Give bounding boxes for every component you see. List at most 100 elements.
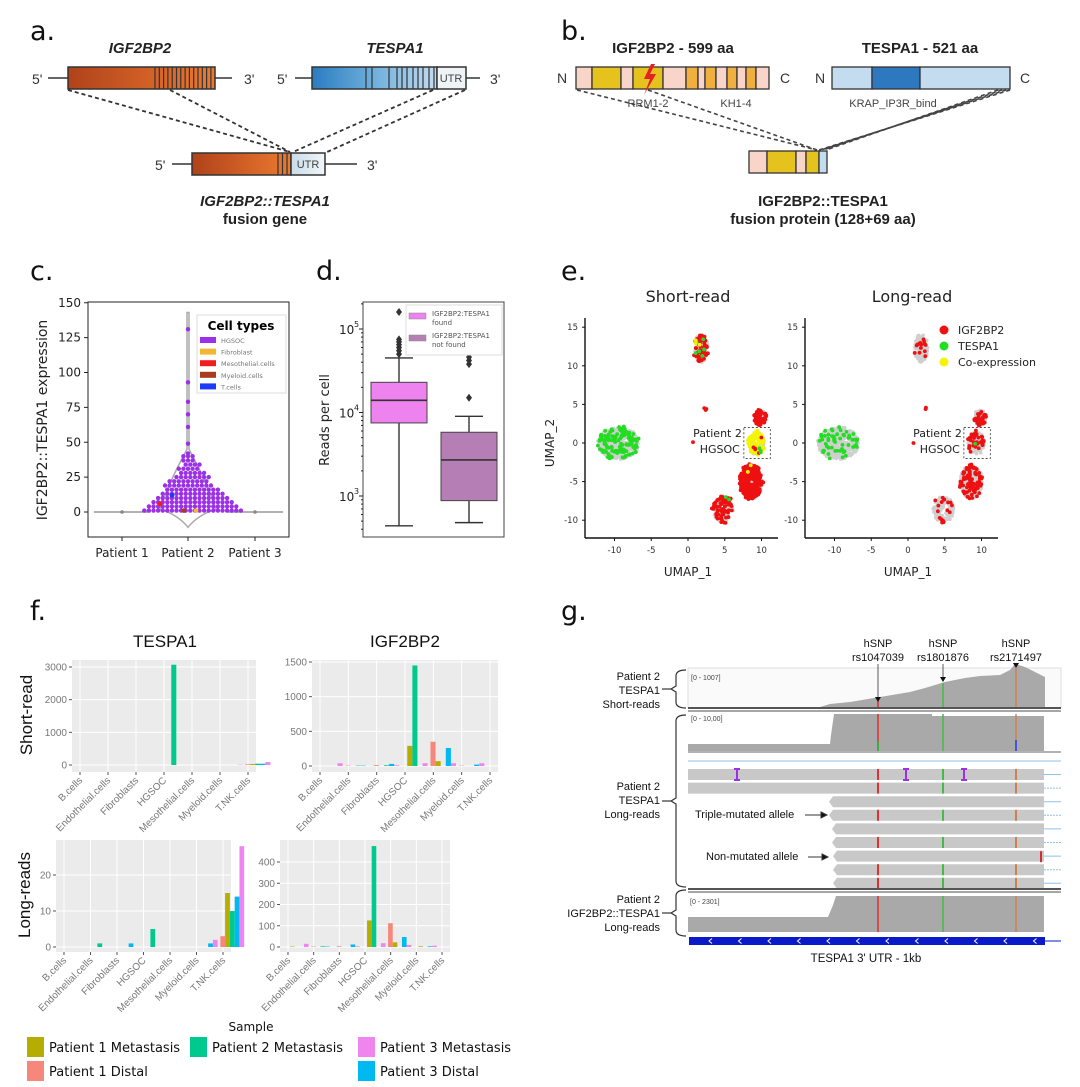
swarm-point	[183, 462, 188, 467]
cell-point-IGF2BP2	[763, 411, 768, 416]
fusion-connectors	[67, 89, 466, 153]
swarm-point	[215, 504, 221, 509]
protein-domain	[591, 66, 622, 90]
cell-point-TESPA1	[630, 451, 635, 456]
track-range: [0 - 2301]	[690, 899, 720, 906]
bar-Patient 3 Distal-Fibroblasts	[350, 944, 356, 947]
swarm-point	[229, 500, 234, 505]
cell-point-TESPA1	[827, 456, 832, 461]
track-label-line: TESPA1	[619, 685, 660, 697]
bar-Patient 2 Metastasis-Fibroblasts	[384, 765, 390, 766]
y-tick-label: 100	[258, 921, 275, 932]
cell-point-IGF2BP2	[966, 482, 970, 486]
swarm-point	[195, 479, 200, 484]
legend-title: Cell types	[208, 319, 275, 333]
cell-point-IGF2BP2	[754, 492, 759, 496]
swarm-point	[167, 483, 172, 488]
cell-point-TESPA1	[632, 446, 637, 451]
tespa1-utr	[436, 66, 467, 90]
protein-domain	[871, 66, 921, 90]
cell-point-IGF2BP2	[704, 407, 709, 411]
bar-Patient 3 Distal-Fibroblasts	[389, 763, 395, 766]
cell-point-TESPA1	[605, 455, 610, 460]
swarm-point	[190, 454, 195, 459]
cell-point-TESPA1	[826, 452, 831, 456]
swarm-point	[176, 466, 181, 471]
swarm-point	[234, 508, 239, 513]
cell-point-TESPA1	[624, 442, 629, 447]
bar-Patient 3 Metastasis-B.cells	[337, 763, 343, 766]
swarm-point	[185, 380, 191, 385]
protein-domain	[748, 150, 768, 174]
cell-point	[845, 447, 850, 451]
y-tick-label-base: 10	[339, 490, 354, 504]
swarm-point	[151, 508, 156, 513]
cell-point	[974, 451, 979, 456]
bar-Patient 3 Distal-Myeloid.cells	[427, 946, 433, 947]
box-IGF2BP2:TESPA1 not found	[440, 431, 498, 502]
x-tick-label: -10	[608, 546, 622, 556]
x-tick-label: -5	[867, 546, 875, 556]
snp-mismatch	[877, 782, 879, 794]
cell-point-IGF2BP2	[935, 509, 940, 514]
legend-label: found	[432, 319, 452, 327]
swarm-point	[188, 504, 193, 509]
swarm-point	[183, 500, 188, 505]
swarm-point	[188, 500, 193, 505]
legend-marker	[939, 325, 949, 335]
legend-label: Fibroblast	[221, 349, 253, 357]
snp-label: hSNP	[864, 638, 893, 650]
swarm-point-Myeloid.cells	[181, 508, 187, 514]
cell-point-IGF2BP2	[754, 485, 759, 490]
domain-label-rrm: RRM1-2	[628, 98, 669, 110]
facet-title-igf2bp2: IGF2BP2	[370, 632, 440, 651]
five-prime-label: 5'	[32, 71, 42, 87]
cell-point-IGF2BP2	[950, 503, 954, 508]
y-tick-label-base: 10	[339, 323, 354, 337]
cell-point-TESPA1	[821, 448, 826, 453]
fusion-utr	[290, 152, 326, 176]
row-title-short-read: Short-read	[17, 675, 36, 755]
swarm-point	[192, 470, 198, 476]
x-tick-label: Patient 3	[228, 546, 281, 560]
cell-point-IGF2BP2	[691, 440, 695, 445]
legend-swatch	[27, 1037, 44, 1057]
strand-chevron-icon	[708, 938, 713, 944]
cell-point-TESPA1	[723, 495, 728, 500]
legend-label: Patient 2 Metastasis	[212, 1041, 343, 1056]
swarm-point	[206, 495, 211, 501]
cell-point-IGF2BP2	[961, 483, 966, 488]
swarm-point	[169, 500, 175, 505]
bar-Patient 1 Distal-Fibroblasts	[373, 765, 379, 766]
cell-point-TESPA1	[700, 353, 705, 358]
cell-point-TESPA1	[608, 430, 613, 434]
y-tick-label: 300	[258, 879, 275, 890]
protein-domain	[745, 66, 757, 90]
swarm-point	[176, 483, 181, 488]
y-tick-label: 125	[58, 331, 81, 345]
snp-mismatch	[1015, 837, 1017, 848]
bar-Patient 1 Metastasis-T.NK.cells	[250, 764, 256, 765]
swarm-point	[195, 466, 200, 471]
swarm-point	[215, 491, 221, 497]
cell-point-TESPA1	[603, 428, 608, 433]
bar-Patient 1 Metastasis-Myeloid.cells	[418, 946, 424, 947]
cell-point-IGF2BP2	[720, 495, 725, 499]
legend-swatch	[200, 337, 216, 343]
swarm-point	[178, 500, 184, 505]
mismatch	[1040, 851, 1042, 863]
cell-point-IGF2BP2	[744, 477, 749, 482]
gene-track-label: TESPA1 3' UTR - 1kb	[811, 953, 922, 965]
cell-point-TESPA1	[609, 454, 613, 459]
cell-point-TESPA1	[835, 432, 840, 437]
bar-Patient 1 Distal-T.NK.cells	[245, 764, 251, 765]
cell-point-IGF2BP2	[752, 474, 757, 479]
cell-point-IGF2BP2	[978, 483, 983, 488]
bar-Patient 2 Metastasis-Endothelial.cells	[97, 943, 103, 947]
cell-point-TESPA1	[606, 433, 610, 438]
cell-point-TESPA1	[830, 428, 835, 433]
protein-domain	[685, 66, 699, 90]
swarm-point	[160, 495, 165, 501]
cell-point-TESPA1	[597, 437, 602, 442]
